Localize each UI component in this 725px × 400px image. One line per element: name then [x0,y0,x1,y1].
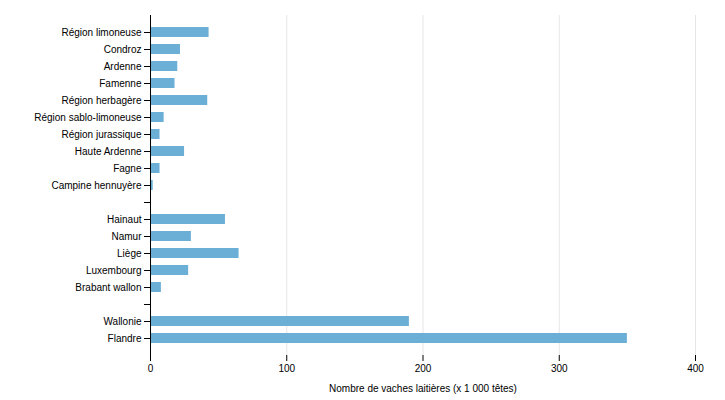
svg-text:Région herbagère: Région herbagère [61,95,141,106]
svg-text:0: 0 [148,363,154,374]
svg-text:Région jurassique: Région jurassique [61,129,141,140]
svg-text:Liège: Liège [117,248,142,259]
svg-text:Haute Ardenne: Haute Ardenne [75,146,142,157]
svg-text:Fagne: Fagne [113,163,142,174]
svg-text:Wallonie: Wallonie [104,316,142,327]
svg-text:Famenne: Famenne [99,78,142,89]
svg-text:200: 200 [415,363,432,374]
svg-text:Brabant wallon: Brabant wallon [75,282,141,293]
svg-text:Namur: Namur [111,231,142,242]
svg-text:Hainaut: Hainaut [107,214,142,225]
svg-text:Luxembourg: Luxembourg [86,265,142,276]
svg-text:Flandre: Flandre [108,333,142,344]
svg-text:Nombre de vaches laitières (x: Nombre de vaches laitières (x 1 000 tête… [329,383,517,394]
svg-text:Campine hennuyère: Campine hennuyère [51,180,141,191]
svg-text:Région sablo-limoneuse: Région sablo-limoneuse [34,112,142,123]
svg-text:400: 400 [687,363,704,374]
svg-text:Ardenne: Ardenne [104,61,142,72]
svg-text:Condroz: Condroz [104,44,142,55]
svg-text:100: 100 [278,363,295,374]
svg-text:Région limoneuse: Région limoneuse [61,27,141,38]
svg-text:300: 300 [551,363,568,374]
